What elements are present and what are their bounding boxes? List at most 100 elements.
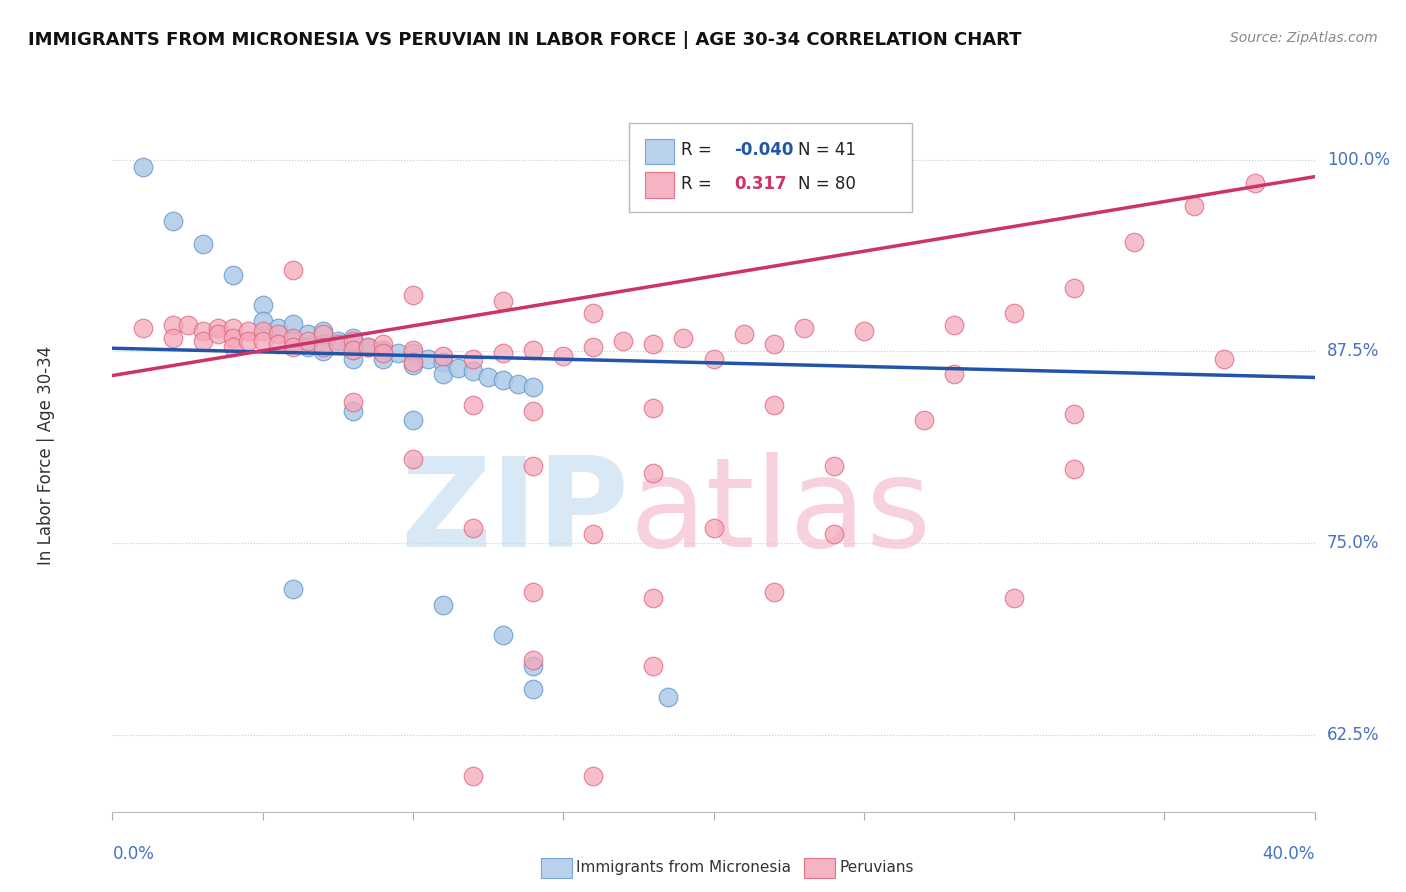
Point	[762, 398, 785, 412]
Point	[267, 336, 290, 351]
Text: Source: ZipAtlas.com: Source: ZipAtlas.com	[1230, 31, 1378, 45]
Point	[236, 325, 259, 339]
Point	[402, 358, 425, 372]
Point	[371, 336, 394, 351]
Point	[1063, 462, 1085, 476]
Text: 100.0%: 100.0%	[1327, 151, 1389, 169]
Text: N = 41: N = 41	[797, 141, 856, 159]
Point	[312, 325, 335, 339]
Text: Peruvians: Peruvians	[839, 860, 914, 874]
Point	[326, 334, 349, 348]
Point	[281, 582, 304, 597]
Point	[582, 340, 605, 354]
Text: R =: R =	[681, 175, 717, 193]
Point	[191, 325, 214, 339]
Point	[252, 313, 274, 327]
Point	[326, 336, 349, 351]
Point	[461, 769, 484, 783]
Point	[522, 659, 544, 673]
Point	[267, 327, 290, 342]
Point	[582, 527, 605, 541]
Point	[252, 298, 274, 312]
Point	[342, 343, 364, 357]
Point	[762, 585, 785, 599]
Point	[342, 351, 364, 366]
Point	[823, 459, 845, 474]
Text: -0.040: -0.040	[734, 141, 793, 159]
Text: atlas: atlas	[630, 451, 932, 573]
FancyBboxPatch shape	[630, 123, 912, 212]
Point	[342, 343, 364, 357]
Point	[702, 521, 725, 535]
Point	[447, 361, 470, 376]
Point	[1063, 281, 1085, 295]
Point	[522, 681, 544, 696]
Point	[297, 340, 319, 354]
Point	[191, 236, 214, 251]
Point	[432, 368, 454, 382]
Point	[492, 374, 515, 388]
Text: 0.317: 0.317	[734, 175, 786, 193]
Point	[222, 321, 245, 335]
Point	[191, 334, 214, 348]
Point	[281, 330, 304, 344]
Point	[312, 340, 335, 354]
FancyBboxPatch shape	[645, 139, 673, 164]
Point	[522, 404, 544, 418]
Text: R =: R =	[681, 141, 717, 159]
Point	[371, 346, 394, 360]
Point	[402, 343, 425, 357]
Point	[461, 521, 484, 535]
Point	[357, 340, 380, 354]
Point	[657, 690, 679, 704]
Point	[162, 330, 184, 344]
Point	[371, 343, 394, 357]
Point	[281, 263, 304, 277]
Point	[582, 769, 605, 783]
Point	[643, 659, 665, 673]
Text: 40.0%: 40.0%	[1263, 846, 1315, 863]
Point	[461, 398, 484, 412]
Point	[612, 334, 634, 348]
Point	[236, 334, 259, 348]
Point	[733, 327, 755, 342]
Point	[643, 336, 665, 351]
Point	[1243, 176, 1265, 190]
Point	[312, 336, 335, 351]
Point	[823, 527, 845, 541]
Point	[162, 214, 184, 228]
Point	[912, 413, 935, 427]
Text: 75.0%: 75.0%	[1327, 534, 1379, 552]
Point	[643, 591, 665, 606]
Point	[207, 321, 229, 335]
Point	[1002, 591, 1025, 606]
Point	[522, 653, 544, 667]
Point	[281, 317, 304, 331]
Point	[342, 334, 364, 348]
Point	[162, 318, 184, 333]
Point	[522, 379, 544, 393]
Point	[942, 318, 965, 333]
Point	[402, 287, 425, 301]
Text: N = 80: N = 80	[797, 175, 856, 193]
Point	[297, 334, 319, 348]
Point	[942, 368, 965, 382]
Point	[342, 330, 364, 344]
Point	[402, 355, 425, 369]
Point	[522, 343, 544, 357]
Point	[672, 330, 695, 344]
Point	[416, 351, 439, 366]
Point	[207, 327, 229, 342]
Point	[508, 376, 530, 391]
Point	[222, 330, 245, 344]
Point	[461, 351, 484, 366]
Point	[522, 459, 544, 474]
Point	[643, 466, 665, 480]
Point	[432, 355, 454, 369]
Point	[643, 401, 665, 416]
Point	[267, 321, 290, 335]
Point	[461, 364, 484, 378]
Point	[1002, 306, 1025, 320]
Point	[432, 349, 454, 363]
Text: 62.5%: 62.5%	[1327, 726, 1379, 744]
